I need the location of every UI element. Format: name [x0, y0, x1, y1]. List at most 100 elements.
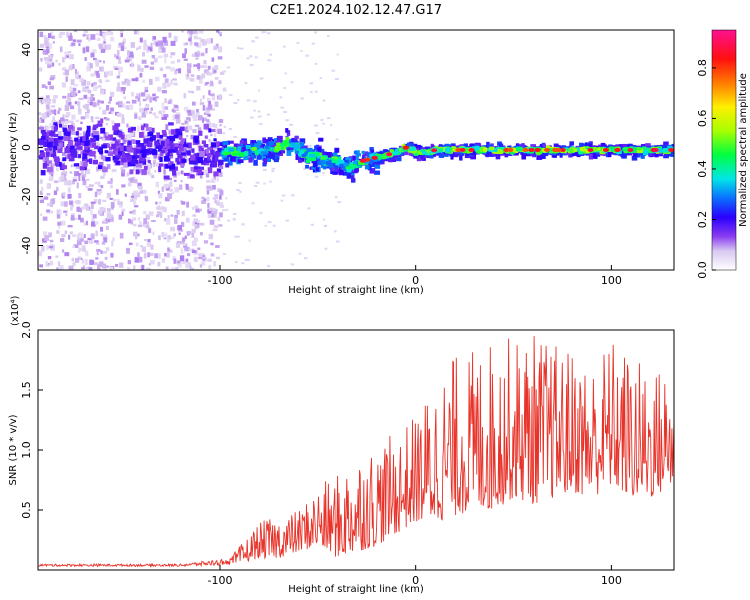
noise-speckle: [88, 184, 94, 188]
band-cell: [112, 137, 117, 141]
noise-speckle: [116, 86, 121, 92]
noise-speckle: [168, 32, 172, 38]
band-cell: [471, 149, 477, 156]
noise-speckle: [90, 233, 95, 240]
noise-speckle: [132, 198, 137, 205]
noise-speckle: [108, 111, 113, 114]
noise-speckle: [155, 201, 158, 205]
noise-speckle: [72, 234, 76, 237]
noise-speckle: [51, 35, 55, 39]
noise-speckle: [152, 36, 157, 41]
noise-speckle: [133, 30, 139, 35]
noise-speckle: [170, 236, 175, 239]
band-cell: [285, 128, 289, 133]
band-cell: [311, 165, 318, 170]
noise-speckle: [180, 180, 183, 183]
noise-speckle: [80, 171, 84, 176]
noise-speckle: [55, 255, 59, 258]
noise-speckle: [206, 196, 210, 202]
noise-speckle: [83, 234, 86, 238]
noise-speckle: [45, 104, 50, 110]
band-cell: [565, 150, 571, 156]
noise-speckle: [182, 243, 187, 246]
band-cell: [512, 151, 519, 156]
band-cell: [338, 170, 344, 176]
noise-speckle: [40, 57, 43, 62]
colorbar-ticks: 0.00.20.40.60.8: [696, 59, 716, 279]
noise-speckle: [64, 252, 70, 257]
noise-speckle: [43, 196, 49, 200]
noise-speckle: [212, 197, 215, 200]
noise-speckle: [214, 133, 217, 138]
band-cell: [261, 143, 266, 149]
noise-speckle: [208, 139, 211, 142]
band-cell: [166, 145, 171, 151]
noise-speckle: [215, 256, 220, 260]
noise-speckle: [90, 52, 95, 58]
band-cell: [39, 150, 44, 154]
noise-speckle: [188, 33, 191, 38]
band-cell: [521, 155, 527, 160]
band-cell: [65, 131, 71, 137]
band-cell: [114, 141, 119, 146]
band-cell: [108, 151, 114, 157]
noise-speckle: [238, 181, 242, 184]
band-cell: [124, 153, 130, 157]
band-cell: [67, 134, 71, 140]
band-cell: [84, 135, 89, 140]
noise-speckle: [94, 70, 98, 75]
noise-speckle: [174, 267, 179, 270]
band-cell: [375, 151, 382, 156]
noise-speckle: [188, 38, 191, 42]
noise-speckle: [336, 53, 339, 56]
noise-speckle: [84, 103, 89, 110]
band-cell: [97, 120, 103, 124]
noise-speckle: [60, 220, 66, 226]
noise-speckle: [118, 61, 122, 64]
noise-speckle: [178, 229, 184, 232]
band-cell: [130, 155, 136, 159]
noise-speckle: [66, 180, 72, 186]
noise-speckle: [164, 98, 167, 104]
ridge-cell: [437, 148, 443, 152]
band-cell: [153, 153, 158, 159]
band-cell: [105, 156, 111, 162]
band-cell: [207, 167, 213, 174]
noise-speckle: [163, 53, 169, 58]
noise-speckle: [210, 80, 213, 86]
noise-speckle: [83, 30, 88, 34]
noise-speckle: [91, 83, 94, 87]
noise-speckle: [152, 93, 156, 97]
band-cell: [299, 141, 305, 147]
noise-speckle: [175, 242, 181, 248]
band-cell: [218, 152, 222, 157]
ridge-cell: [223, 151, 229, 156]
noise-speckle: [166, 252, 170, 258]
noise-speckle: [81, 78, 84, 83]
noise-speckle: [204, 258, 209, 261]
noise-speckle: [182, 241, 185, 245]
band-cell: [317, 147, 322, 152]
noise-speckle: [76, 39, 82, 43]
band-cell: [194, 166, 198, 170]
peak-cell: [627, 148, 634, 152]
noise-speckle: [135, 242, 139, 247]
noise-speckle: [214, 65, 219, 71]
band-cell: [71, 126, 75, 132]
noise-speckle: [164, 106, 169, 110]
band-cell: [335, 168, 339, 172]
noise-speckle: [185, 76, 190, 80]
band-cell: [331, 167, 335, 172]
ridge-cell: [483, 147, 488, 153]
noise-speckle: [82, 33, 86, 37]
noise-speckle: [133, 265, 136, 270]
noise-speckle: [107, 101, 111, 104]
noise-speckle: [96, 37, 101, 41]
noise-speckle: [143, 218, 148, 224]
band-cell: [50, 130, 56, 134]
band-cell: [463, 143, 468, 148]
ridge-cell: [299, 149, 304, 155]
ridge-cell: [392, 151, 399, 156]
noise-speckle: [319, 77, 322, 80]
peak-cell: [459, 148, 466, 152]
